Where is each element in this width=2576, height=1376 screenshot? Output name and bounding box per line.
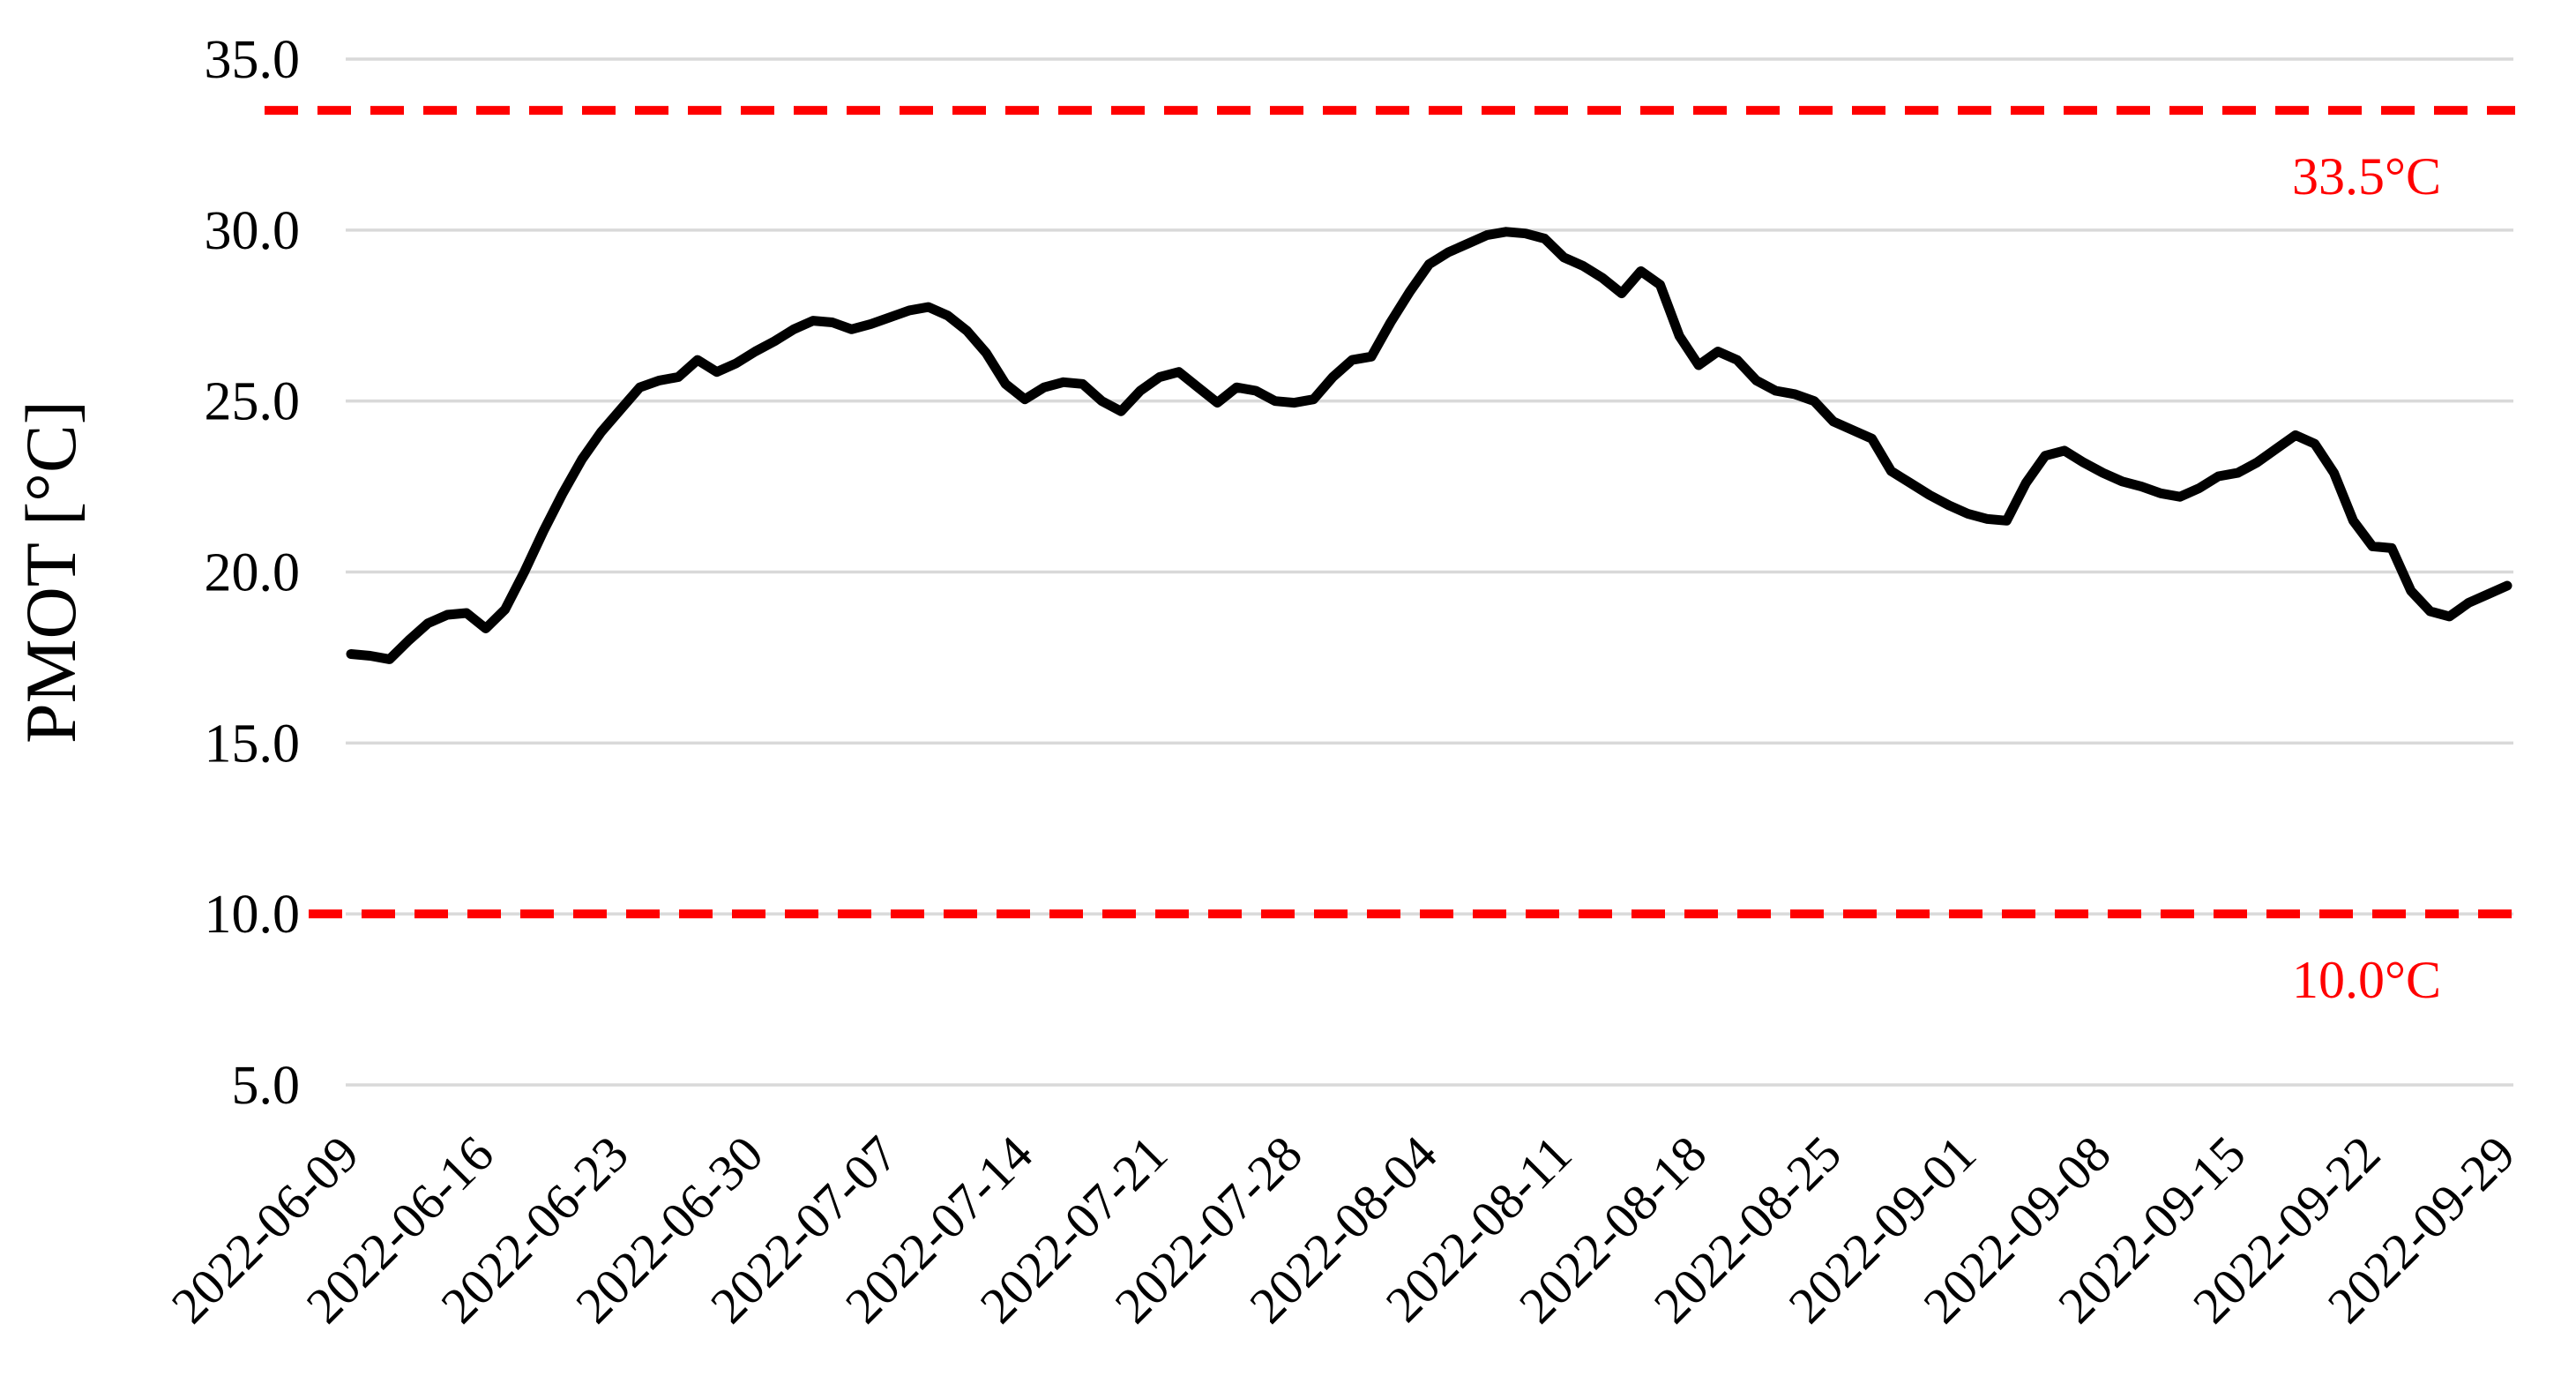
series-line [346,227,2513,664]
y-tick-label: 15.0 [205,714,301,774]
y-tick-label: 30.0 [205,201,301,261]
threshold-label: 33.5°C [2292,147,2441,206]
y-tick-label: 10.0 [205,885,301,945]
y-tick-label: 25.0 [205,372,301,432]
y-tick-label: 20.0 [205,543,301,603]
y-tick-label: 5.0 [232,1056,301,1116]
y-tick-label: 35.0 [205,30,301,90]
threshold-label: 10.0°C [2292,951,2441,1009]
y-axis-title: PMOT [°C] [11,400,91,744]
